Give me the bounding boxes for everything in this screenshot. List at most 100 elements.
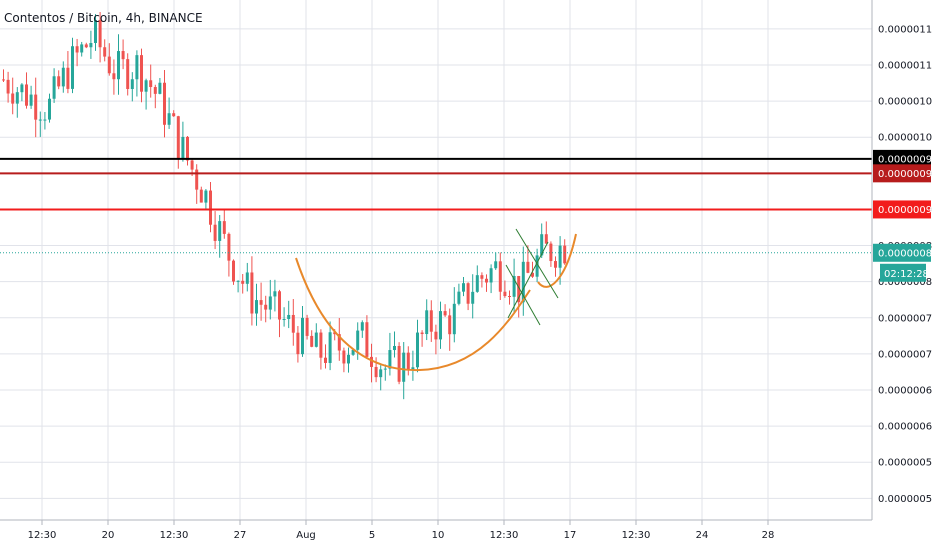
- candle-body: [75, 46, 79, 53]
- candle-body: [181, 136, 185, 160]
- candle-body: [489, 268, 493, 283]
- candle-body: [324, 357, 327, 363]
- candle-body: [347, 354, 350, 364]
- candle-body: [107, 56, 111, 74]
- candle-body: [61, 67, 65, 87]
- candle-body: [287, 314, 291, 320]
- x-tick-label: 27: [234, 530, 247, 541]
- candle-body: [485, 278, 488, 283]
- x-tick-label: 28: [762, 530, 775, 541]
- candle-body: [540, 234, 544, 256]
- x-tick-label: 10: [432, 530, 445, 541]
- candle-body: [38, 119, 42, 121]
- time-axis-panel[interactable]: [0, 520, 932, 550]
- candle-body: [153, 87, 157, 94]
- candle-body: [397, 345, 401, 382]
- candle-body: [535, 255, 539, 277]
- candle-body: [310, 335, 314, 347]
- candle-body: [337, 334, 341, 351]
- candle-body: [130, 79, 134, 89]
- candle-body: [84, 44, 88, 48]
- candle-body: [494, 261, 498, 269]
- candle-body: [268, 296, 272, 310]
- candle-body: [462, 283, 465, 292]
- candle-body: [209, 190, 212, 225]
- candle-body: [94, 19, 97, 43]
- candle-body: [503, 291, 507, 297]
- cup-curve[interactable]: [295, 257, 531, 372]
- candle-body: [558, 245, 562, 268]
- candle-body: [365, 322, 369, 357]
- candle-body: [144, 80, 148, 92]
- candle-body: [411, 367, 415, 370]
- candle-body: [264, 304, 268, 310]
- candle-body: [20, 84, 24, 93]
- candle-body: [420, 332, 424, 335]
- candle-body: [439, 311, 442, 340]
- candle-body: [190, 160, 194, 170]
- candle-body: [512, 275, 516, 297]
- candles: [2, 12, 567, 400]
- candle-body: [402, 352, 406, 382]
- candle-body: [388, 350, 392, 369]
- candle-body: [291, 314, 295, 333]
- candle-body: [186, 136, 189, 161]
- candle-body: [57, 76, 61, 87]
- horizontal-levels: [0, 157, 872, 254]
- candle-body: [227, 233, 231, 261]
- candle-body: [232, 260, 235, 282]
- candle-body: [480, 275, 484, 279]
- candle-body: [425, 310, 429, 335]
- candle-body: [66, 67, 70, 89]
- candle-body: [255, 300, 258, 314]
- candle-body: [416, 332, 419, 368]
- candle-body: [112, 73, 116, 80]
- candle-body: [549, 243, 553, 262]
- candle-body: [383, 368, 387, 370]
- candle-body: [140, 55, 143, 92]
- candle-body: [121, 51, 125, 60]
- candle-body: [15, 92, 19, 104]
- candle-body: [11, 93, 15, 104]
- candle-body: [259, 300, 263, 305]
- level-tag-label: 0.00000097: [878, 154, 932, 165]
- candle-body: [429, 310, 433, 332]
- y-tick-label: 0.00000055: [878, 458, 932, 469]
- candle-body: [250, 272, 254, 314]
- level-tag-label: 0.00000095: [878, 169, 932, 180]
- x-tick-label: Aug: [296, 530, 316, 541]
- candle-body: [448, 315, 452, 335]
- wedge-lower-line[interactable]: [505, 264, 541, 326]
- candle-body: [213, 224, 217, 241]
- x-tick-label: 12:30: [490, 530, 519, 541]
- x-tick-label: 5: [369, 530, 375, 541]
- countdown-label: 02:12:28: [884, 269, 929, 280]
- candle-body: [374, 366, 378, 378]
- x-tick-label: 12:30: [622, 530, 651, 541]
- drawings: [295, 228, 577, 372]
- candle-body: [452, 303, 456, 335]
- x-tick-label: 17: [564, 530, 577, 541]
- time-axis[interactable]: 12:30 20 12:30 27 Aug 5 10 12:30 17 12:30 24 28: [28, 520, 775, 541]
- candle-body: [241, 280, 245, 284]
- candle-body: [296, 332, 300, 355]
- candle-body: [466, 283, 470, 304]
- level-tag: [873, 200, 931, 219]
- candle-body: [393, 345, 396, 351]
- candle-body: [103, 47, 107, 57]
- candle-body: [379, 369, 383, 378]
- candle-body: [563, 245, 567, 264]
- level-tag: [873, 149, 931, 168]
- candle-body: [328, 332, 332, 363]
- handle-curve[interactable]: [537, 233, 577, 288]
- candle-body: [305, 317, 309, 336]
- breakout-line[interactable]: [507, 241, 549, 319]
- candle-body: [342, 350, 346, 364]
- candle-body: [521, 261, 525, 303]
- candle-body: [526, 261, 530, 273]
